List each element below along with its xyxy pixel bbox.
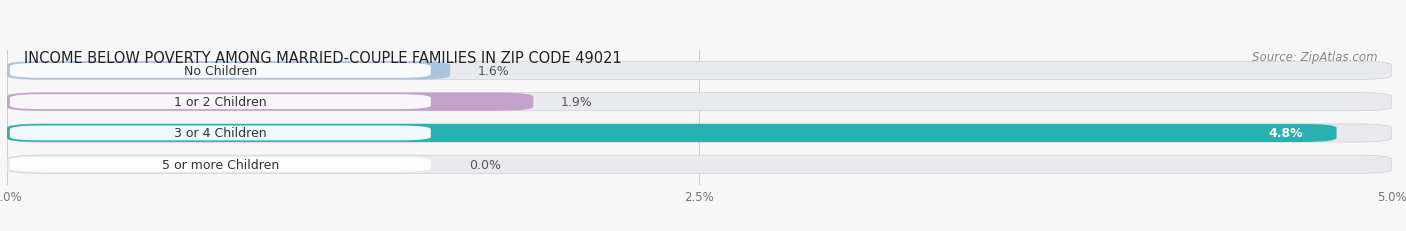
FancyBboxPatch shape [7,62,450,80]
Text: 3 or 4 Children: 3 or 4 Children [174,127,267,140]
Text: 4.8%: 4.8% [1268,127,1303,140]
Text: 1.9%: 1.9% [561,96,593,109]
FancyBboxPatch shape [10,95,430,110]
FancyBboxPatch shape [7,93,1392,111]
FancyBboxPatch shape [7,62,1392,80]
Text: 1.6%: 1.6% [478,65,509,78]
FancyBboxPatch shape [7,124,1392,143]
Text: 5 or more Children: 5 or more Children [162,158,278,171]
FancyBboxPatch shape [7,124,1337,143]
Text: INCOME BELOW POVERTY AMONG MARRIED-COUPLE FAMILIES IN ZIP CODE 49021: INCOME BELOW POVERTY AMONG MARRIED-COUPL… [24,51,621,66]
FancyBboxPatch shape [7,155,1392,173]
Text: Source: ZipAtlas.com: Source: ZipAtlas.com [1253,51,1378,64]
FancyBboxPatch shape [10,126,430,141]
FancyBboxPatch shape [7,93,533,111]
FancyBboxPatch shape [10,157,430,172]
Text: No Children: No Children [184,65,257,78]
Text: 1 or 2 Children: 1 or 2 Children [174,96,267,109]
FancyBboxPatch shape [10,64,430,79]
Text: 0.0%: 0.0% [470,158,502,171]
